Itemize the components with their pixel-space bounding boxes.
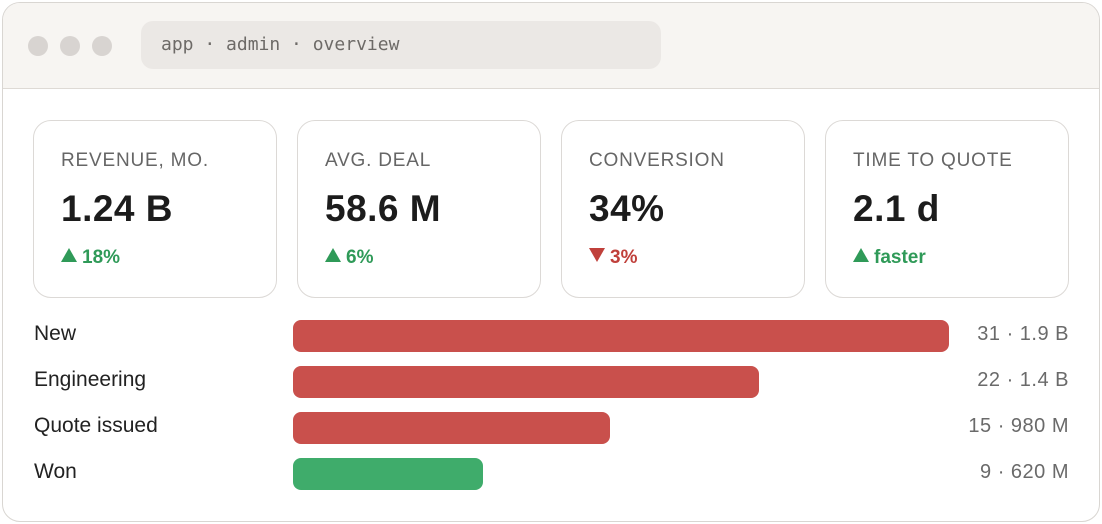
funnel-stage-value: 22 · 1.4 B [977,369,1069,391]
funnel-stage-value: 15 · 980 M [968,415,1069,437]
kpi-card-revenue: REVENUE, MO. 1.24 B 18% [33,120,277,298]
kpi-card-time-to-quote: TIME TO QUOTE 2.1 d faster [825,120,1069,298]
arrow-up-icon [61,248,77,262]
funnel-stage-value: 9 · 620 M [980,461,1069,483]
funnel-bar-quote-issued [293,412,611,444]
kpi-value: 2.1 d [853,188,940,229]
kpi-delta-text: 6% [346,247,374,268]
funnel-bar-new [293,320,949,352]
kpi-value: 1.24 B [61,188,174,229]
funnel-bar-won [293,458,484,490]
funnel-stage-label: Won [34,460,77,483]
address-bar[interactable]: app · admin · overview [141,21,661,69]
kpi-delta: 18% [61,247,120,269]
kpi-delta-text: 18% [82,247,121,268]
title-bar: app · admin · overview [3,3,1099,89]
funnel-bar-engineering [293,366,759,398]
kpi-value: 34% [589,188,665,229]
window-maximize-dot[interactable] [92,36,112,56]
kpi-card-avg-deal: AVG. DEAL 58.6 M 6% [297,120,541,298]
funnel-stage-value: 31 · 1.9 B [977,323,1069,345]
kpi-delta-text: 3% [610,247,638,268]
kpi-label: TIME TO QUOTE [853,150,1013,171]
kpi-delta: faster [853,247,926,269]
window-close-dot[interactable] [28,36,48,56]
arrow-down-icon [589,248,605,262]
kpi-label: AVG. DEAL [325,150,432,171]
funnel-stage-label: Quote issued [34,414,158,437]
kpi-label: CONVERSION [589,150,725,171]
kpi-value: 58.6 M [325,188,442,229]
kpi-label: REVENUE, MO. [61,150,209,171]
kpi-delta: 3% [589,247,637,269]
funnel-stage-label: New [34,322,77,345]
kpi-delta: 6% [325,247,373,269]
kpi-delta-text: faster [874,247,926,268]
arrow-up-icon [853,248,869,262]
arrow-up-icon [325,248,341,262]
kpi-card-conversion: CONVERSION 34% 3% [561,120,805,298]
window-minimize-dot[interactable] [60,36,80,56]
funnel-stage-label: Engineering [34,368,147,391]
